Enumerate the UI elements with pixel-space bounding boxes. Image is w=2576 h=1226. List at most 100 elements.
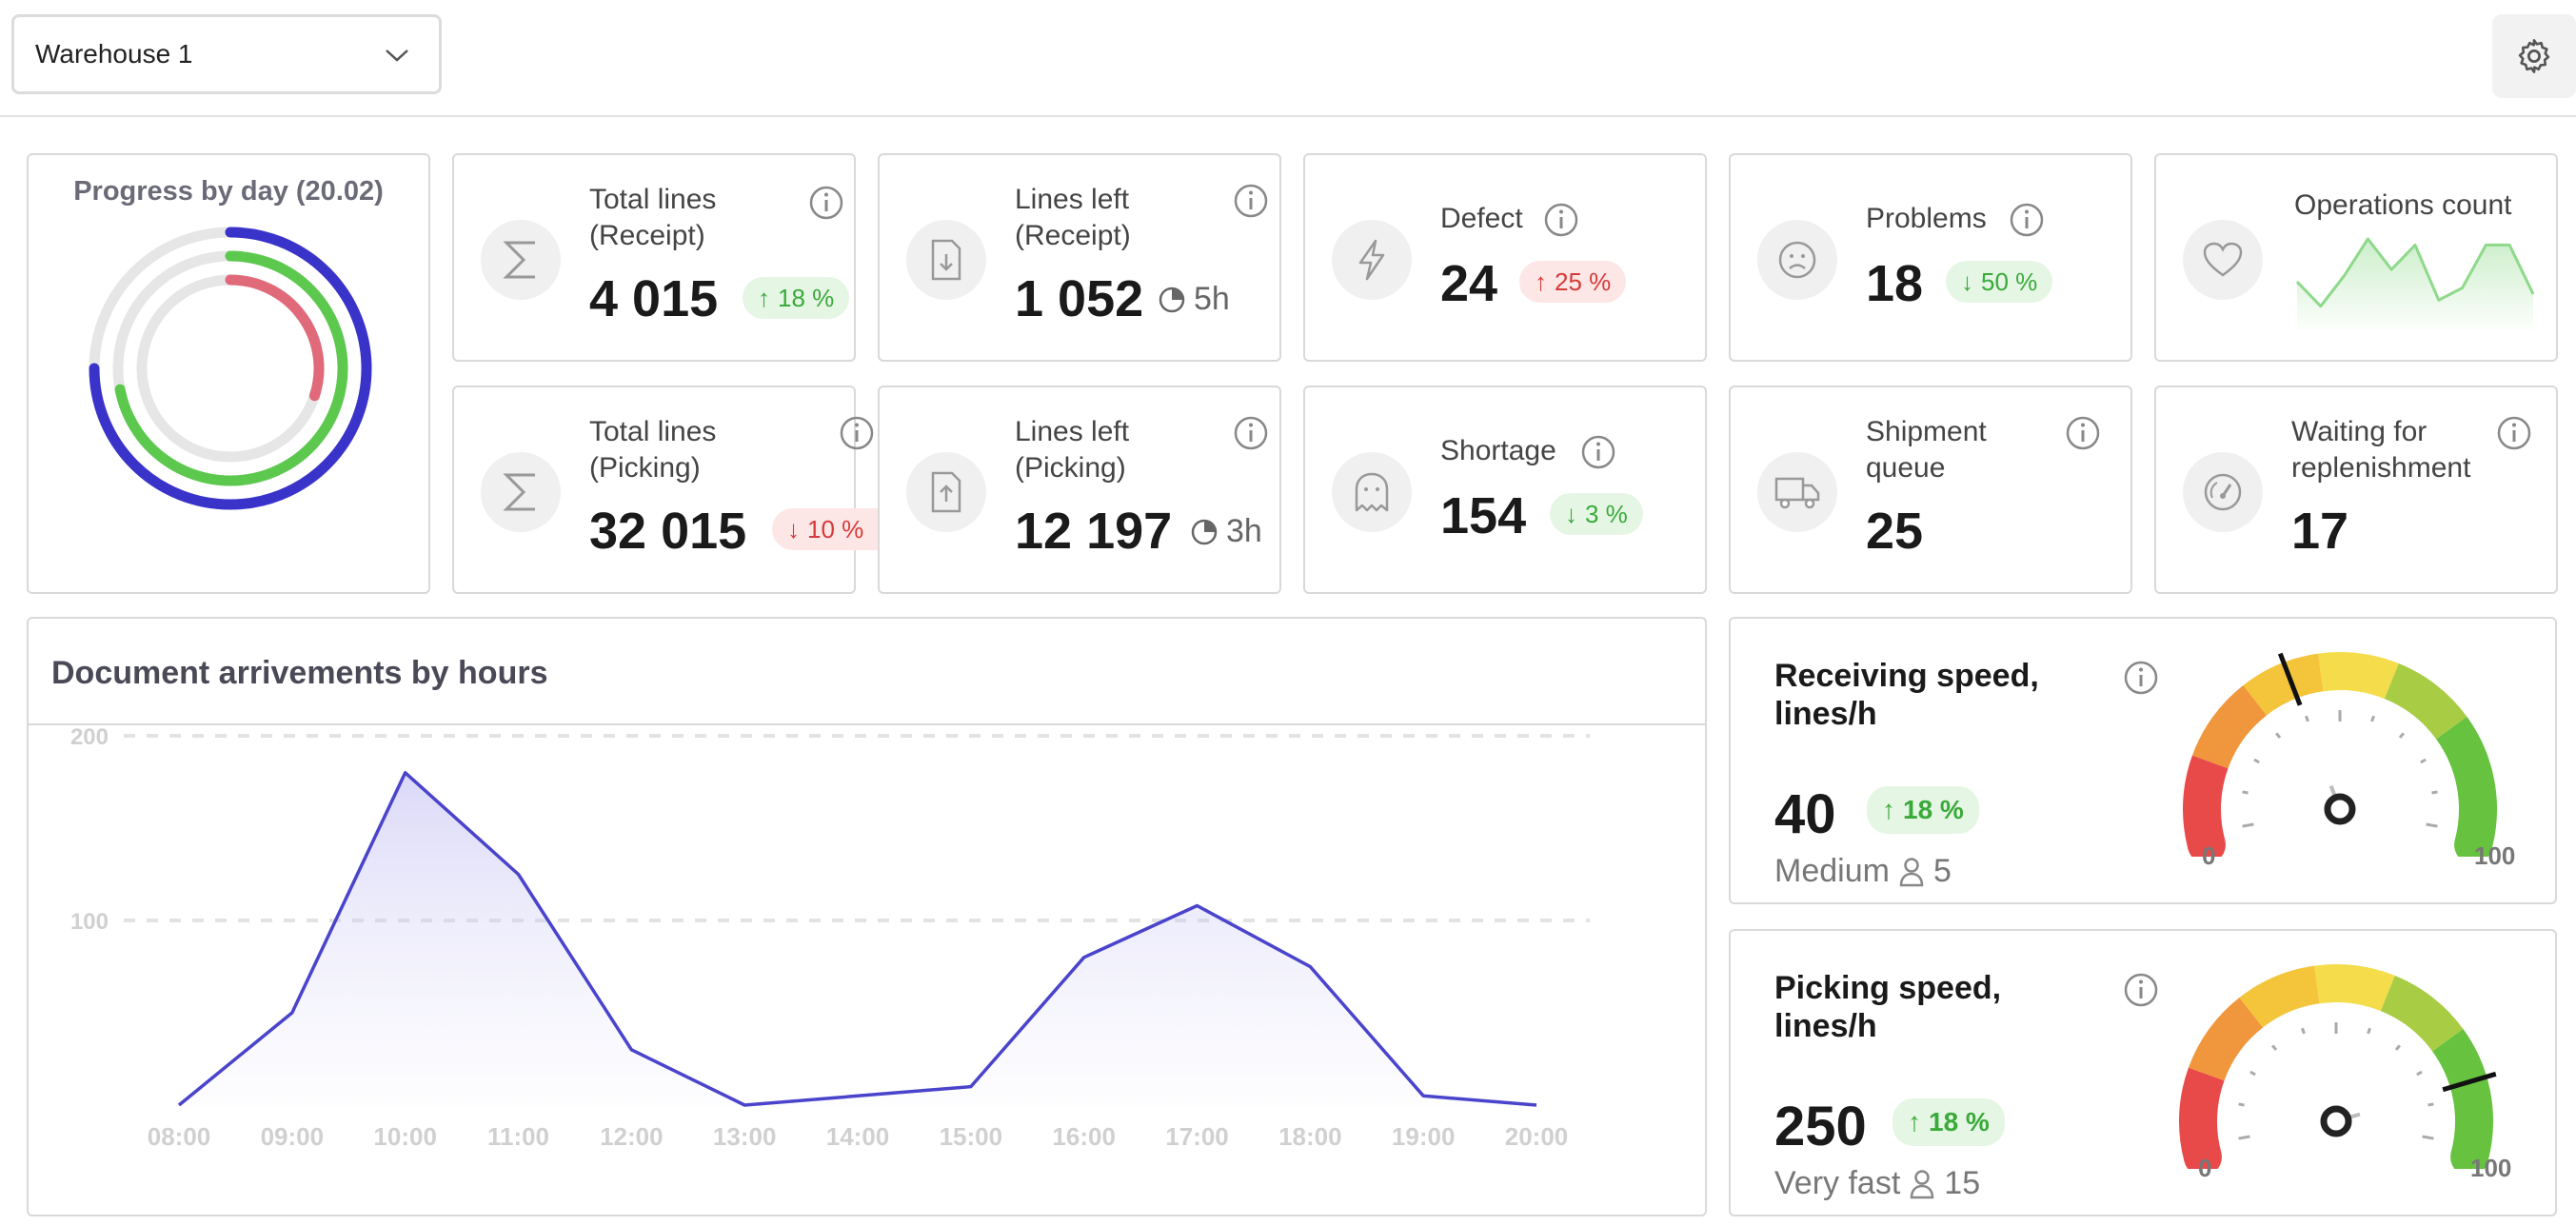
gauge-hub [2320,1105,2352,1137]
sad-face-icon [1778,241,1816,279]
kpi-value: 17 [2291,503,2349,560]
speed-title-sub: lines/h [1774,1008,1877,1044]
info-icon[interactable] [1232,182,1270,220]
kpi-value: 12 197 [1015,503,1173,560]
gauge-tick [2238,1102,2245,1107]
gauge-cap [2454,825,2493,857]
gauge-segment [2384,663,2467,740]
gauge-min-label: 0 [2198,1154,2212,1182]
kpi-total-lines-picking[interactable]: Total lines (Picking) 32 015 ↓ 10 % [452,386,880,594]
kpi-label: Problems [1866,203,1987,234]
y-tick-label: 100 [70,909,109,935]
kpi-lines-left-picking[interactable]: Lines left (Picking) 12 197 3h [878,386,1281,594]
clock-icon [1191,519,1218,544]
x-tick-label: 11:00 [487,1122,549,1151]
gauge-tick [2271,1044,2278,1051]
warehouse-select[interactable]: Warehouse 1 [11,14,442,94]
document-arrivals-chart: Document arrivements by hours 100 200 08:0… [27,617,1707,1216]
kpi-shortage[interactable]: Shortage 154 ↓ 3 % [1303,386,1707,594]
info-icon[interactable] [2064,414,2102,452]
heart-icon [2203,242,2243,277]
trend-badge: ↓ 10 % [772,508,880,550]
arrow-up-icon: ↑ [758,283,770,312]
kpi-value: 24 [1440,255,1498,312]
gauge-tick [2238,1135,2250,1140]
x-tick-label: 12:00 [600,1122,664,1151]
user-icon [1911,1169,1934,1198]
info-icon[interactable] [807,184,845,222]
info-icon[interactable] [838,414,876,452]
speed-level: Very fast 15 [1774,1165,1981,1201]
kpi-total-lines-receipt[interactable]: Total lines (Receipt) 4 015 ↑ 18 % [452,153,856,362]
arrow-down-icon: ↓ [1961,267,1973,296]
gauge-tick [2305,715,2309,722]
x-tick-label: 20:00 [1505,1122,1569,1151]
gauge-tick [2242,822,2254,828]
gauge-segment [2191,684,2268,769]
arrow-down-icon: ↓ [1565,499,1577,528]
sparkline [2295,237,2535,330]
info-icon[interactable] [2008,201,2046,239]
x-tick-label: 16:00 [1052,1122,1116,1151]
kpi-value: 154 [1440,487,1527,544]
kpi-defect[interactable]: Defect 24 ↑ 25 % [1303,153,1707,362]
kpi-label: Shortage [1440,435,1556,466]
gauge-cap [2183,1137,2222,1169]
x-tick-label: 19:00 [1392,1122,1456,1151]
x-tick-label: 09:00 [261,1122,325,1151]
gauge-segment [2243,653,2325,716]
kpi-value: 4 015 [589,270,719,327]
ghost-icon [1355,472,1389,512]
info-icon[interactable] [2122,971,2160,1009]
kpi-label: Operations count [2294,189,2512,221]
kpi-label: Total lines [589,416,717,447]
x-tick-label: 13:00 [713,1122,777,1151]
ring-progress [114,250,348,486]
sparkline-line [2295,237,2535,308]
speedometer-icon [2204,473,2242,511]
gauge-tick [2249,1070,2256,1077]
gauge-cap [2450,1137,2489,1169]
kpi-label: Shipment [1866,416,1987,447]
progress-rings [89,227,372,510]
gauge-segment [2318,652,2399,700]
info-icon[interactable] [1542,201,1580,239]
x-tick-label: 18:00 [1278,1122,1342,1151]
trend-badge: ↑ 25 % [1519,261,1627,303]
picking-speed-card: Picking speed, lines/h 250 ↑ 18 % Very fas… [1729,929,2557,1216]
lightning-icon [1358,239,1385,281]
gauge-tick [2242,790,2249,795]
picking-speed-gauge [2179,964,2497,1169]
kpi-problems[interactable]: Problems 18 ↓ 50 % [1729,153,2132,362]
gauge-tick [2427,1102,2434,1107]
trend-badge: ↓ 50 % [1946,261,2053,303]
kpi-value: 32 015 [589,503,747,560]
info-icon[interactable] [2495,414,2533,452]
trend-badge: ↑ 18 % [1892,1098,2005,1146]
gauge-tick [2394,1044,2401,1051]
kpi-shipment-queue[interactable]: Shipment queue 25 [1729,386,2132,594]
chevron-down-icon [386,49,408,62]
gauge-tick [2431,790,2438,795]
receiving-speed-card: Receiving speed, lines/h 40 ↑ 18 % Medium 5… [1729,617,2557,904]
kpi-lines-left-receipt[interactable]: Lines left (Receipt) 1 052 5h [878,153,1281,362]
speed-value: 40 [1774,783,1836,845]
kpi-label: Lines left [1015,416,1130,447]
gauge-tick [2275,732,2282,739]
gauge-tick [2426,822,2438,828]
kpi-value: 25 [1866,503,1924,560]
gauge-max-label: 100 [2474,841,2516,870]
settings-button[interactable] [2492,14,2576,98]
info-icon[interactable] [1579,433,1617,471]
gauge-needle [2277,652,2303,706]
info-icon[interactable] [2122,659,2160,697]
info-icon[interactable] [1232,414,1270,452]
arrow-up-icon: ↑ [1882,795,1895,824]
kpi-label-sub: (Receipt) [589,220,705,251]
warehouse-select-value: Warehouse 1 [35,39,193,69]
kpi-value: 18 [1866,255,1924,312]
x-tick-label: 14:00 [826,1122,890,1151]
kpi-operations-count[interactable]: Operations count [2154,153,2558,362]
gauge-needle [2442,1071,2497,1093]
kpi-waiting-replenishment[interactable]: Waiting for replenishment 17 [2154,386,2558,594]
